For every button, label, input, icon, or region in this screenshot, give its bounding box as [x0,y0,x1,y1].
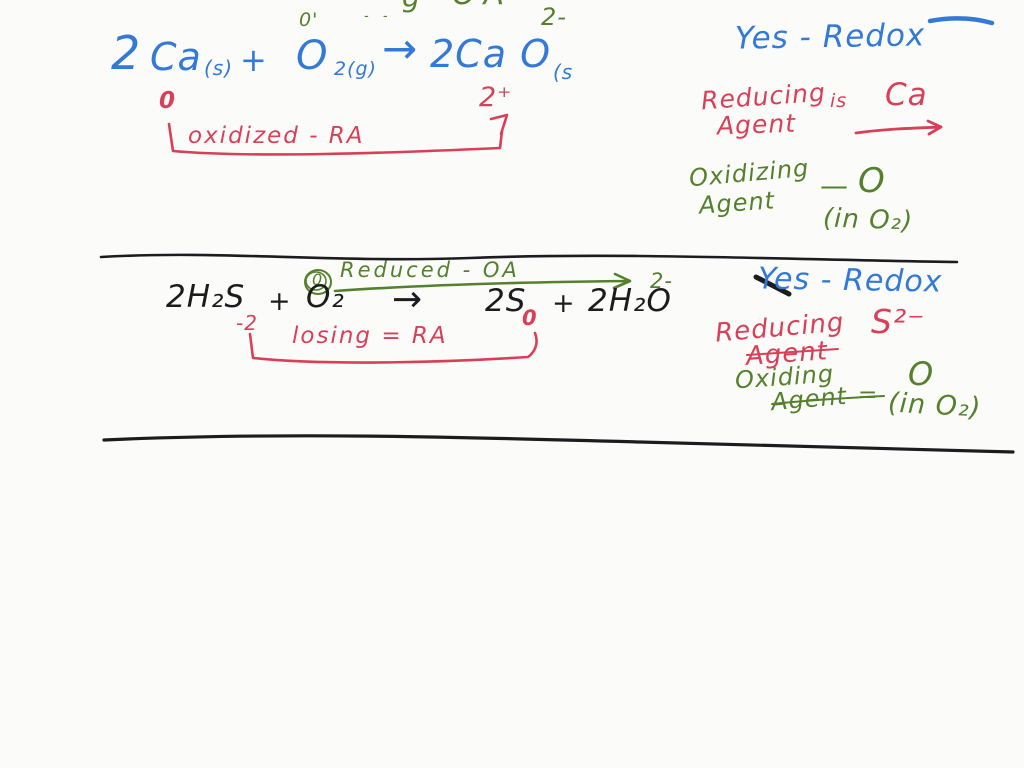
reducing-species-1: Ca [885,77,928,113]
blue-corner-stroke [927,16,995,26]
clipped-charge: 2- [541,3,567,31]
red-agent-cross-stroke [746,348,839,356]
in-o2-note-1: (in O₂) [822,203,914,237]
oxidizing-species-2: O [908,355,935,393]
verdict-1: Yes - Redox [734,17,926,57]
eq1-oxygen-subscript: 2(g) [334,58,377,80]
oxidizing-agent-word-2: Agent [769,381,849,417]
green-agent-cross-stroke [771,395,885,405]
eq2-plus1: + [268,286,292,317]
reduced-charge: 2- [650,269,673,293]
oxidized-label: oxidized - RA [188,123,365,149]
ox-state-s: -2 [236,311,258,335]
clipped-g-fragment: g [402,0,421,12]
circled-zero-inner [305,271,327,291]
oxidized-bracket [167,122,504,156]
reduced-label: Reduced - OA [340,258,520,282]
ox-state-ca: 0 [159,88,177,114]
eq2-term3: 2S [485,283,527,319]
eq1-product: 2Ca O [430,32,551,76]
reducing-agent-underline-arrow [854,119,943,136]
separator-line-2 [102,434,1015,454]
eq1-oxygen: O [296,33,329,79]
black-tick-stroke [753,274,792,297]
eq2-plus2: + [552,288,576,319]
clipped-dashes: - - [364,9,393,24]
oxidizing-agent-word-1: Agent [698,186,776,220]
eq1-state-s: (s) [204,56,234,80]
reducing-species-2: S²⁻ [871,302,926,341]
eq2-term2: O₂ [306,279,345,315]
separator-line-1 [99,253,959,264]
eq2-reaction-arrow: → [392,279,424,320]
losing-bracket [248,331,538,364]
reducing-agent-word-1: Agent [716,108,797,141]
eq1-product-subscript: (s [553,60,574,84]
eq1-plus: + [240,41,268,79]
eq1-coefficient: 2 [111,26,142,80]
circled-zero-outer [304,269,332,295]
in-o2-note-2: (in O₂) [887,387,983,424]
losing-label: losing = RA [292,323,448,349]
oxidizing-equals: = [858,382,879,408]
product-charge: 2⁺ [479,82,513,113]
eq2-term1: 2H₂S [166,279,246,315]
is-word: is [830,90,848,112]
clipped-oa-fragment: OA [452,0,512,10]
oxidized-bracket-arrow-hook [489,113,509,136]
eq1-element-ca: Ca [150,35,202,79]
eq1-reaction-arrow: → [382,24,419,73]
oxidizing-species-1: O [858,161,886,201]
reduced-arrow [333,272,632,293]
ox-state-s-product: 0 [522,306,538,330]
eq2-term4: 2H₂O [588,283,672,319]
oxidizing-dash: — [820,169,849,202]
clipped-ox-state-zero: 0' [299,9,319,31]
verdict-2: Yes - Redox [757,261,943,300]
ox-state-o2: 0 [312,270,324,289]
